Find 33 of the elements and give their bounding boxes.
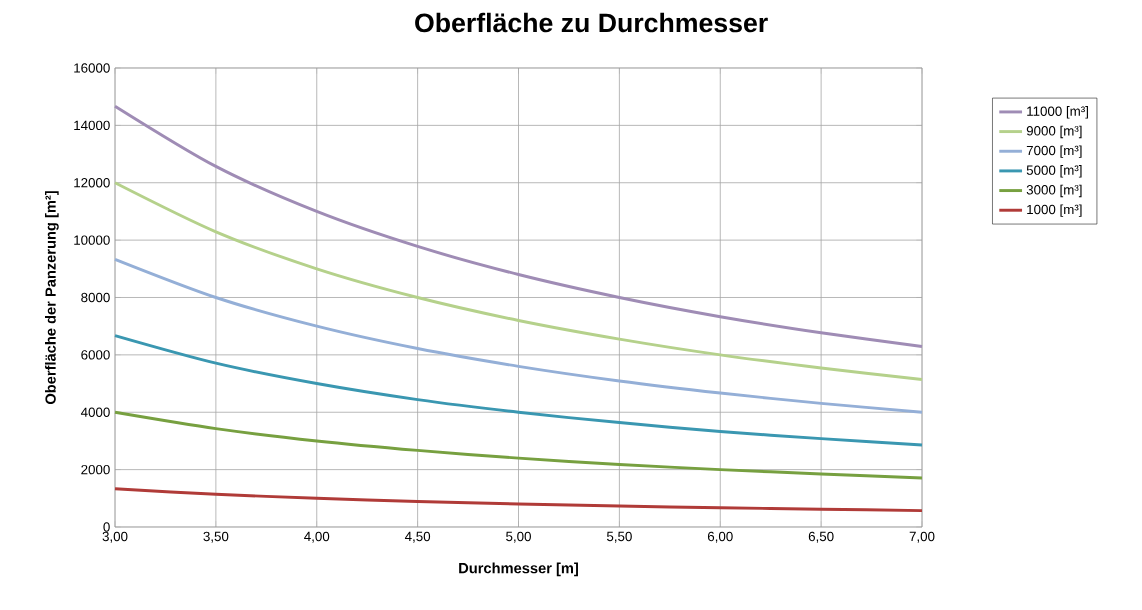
legend-label: 1000 [m³]	[1027, 204, 1082, 217]
chart-title: Oberfläche zu Durchmesser	[415, 12, 768, 33]
x-tick-label: 5,00	[506, 531, 531, 543]
x-tick-label: 6,00	[707, 531, 733, 543]
y-tick-label: 0	[103, 522, 110, 532]
y-tick-label: 16000	[74, 63, 110, 73]
x-tick-label: 6,50	[808, 531, 834, 543]
x-tick-label: 4,50	[404, 531, 431, 543]
line-series	[113, 104, 924, 349]
y-tick-label: 14000	[74, 120, 110, 131]
legend-label: 11000 [m³]	[1027, 106, 1088, 119]
y-tick-label: 10000	[74, 235, 110, 245]
line-series	[113, 181, 924, 381]
line-series	[113, 334, 924, 447]
legend-label: 9000 [m³]	[1026, 125, 1082, 139]
y-tick-label: 6000	[81, 350, 110, 360]
y-tick-label: 4000	[80, 407, 110, 417]
line-series	[113, 257, 924, 414]
x-tick-label: 3,00	[102, 531, 128, 543]
y-tick-label: 8000	[81, 292, 110, 303]
x-tick-label: 7,00	[909, 531, 935, 543]
legend-label: 7000 [m³]	[1026, 145, 1082, 158]
y-axis-title: Oberfläche der Panzerung [m²]	[45, 191, 59, 405]
y-tick-label: 12000	[74, 178, 110, 188]
line-series	[113, 487, 924, 513]
y-tick-label: 2000	[81, 464, 110, 475]
legend-label: 3000 [m³]	[1026, 184, 1082, 198]
x-tick-label: 5,50	[606, 531, 632, 543]
legend-label: 5000 [m³]	[1026, 165, 1082, 178]
x-tick-label: 4,00	[304, 531, 330, 543]
x-axis-title: Durchmesser [m]	[459, 562, 578, 577]
line-series	[113, 410, 924, 480]
x-tick-label: 3,50	[203, 531, 229, 543]
